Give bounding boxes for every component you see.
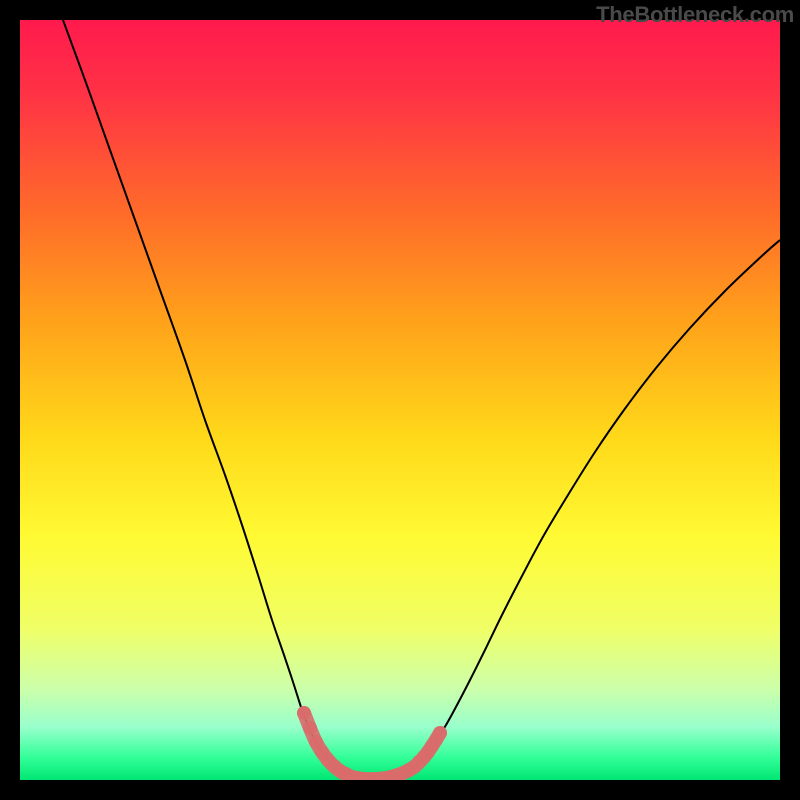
plot-area <box>20 20 780 780</box>
gradient-background <box>20 20 780 780</box>
highlight-marker <box>297 706 311 720</box>
chart-frame: TheBottleneck.com <box>0 0 800 800</box>
watermark-text: TheBottleneck.com <box>596 2 794 28</box>
highlight-marker <box>303 721 317 735</box>
highlight-marker <box>433 726 447 740</box>
plot-svg <box>20 20 780 780</box>
